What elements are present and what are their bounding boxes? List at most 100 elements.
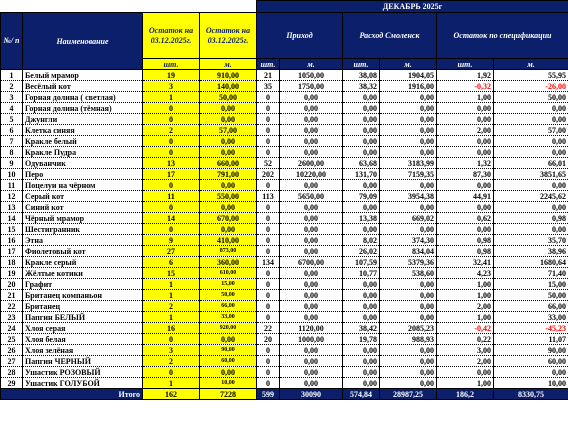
- row-number: 22: [0, 300, 23, 312]
- stock-m: 50,00: [199, 289, 257, 301]
- expense-pcs: 63,68: [342, 157, 380, 169]
- expense-m: 0,00: [379, 113, 437, 125]
- spec-pcs: 0,00: [436, 146, 494, 158]
- unit-pcs: шт.: [142, 58, 200, 70]
- item-name: Шестигранник: [22, 223, 143, 235]
- income-m: 0,00: [279, 135, 343, 147]
- spec-m: 50,00: [492, 91, 568, 103]
- expense-pcs: 0,00: [342, 289, 380, 301]
- stock-pcs: 0: [142, 201, 200, 213]
- stock-pcs: 0: [142, 146, 200, 158]
- expense-m: 0,00: [379, 102, 437, 114]
- expense-m: 0,00: [379, 179, 437, 191]
- stock-pcs: 2: [142, 300, 200, 312]
- table-row: 1 Белый мрамор 19 910,00 21 1050,00 38,08 1904,…: [0, 69, 568, 81]
- expense-pcs: 0,00: [342, 113, 380, 125]
- spec-pcs: 0,00: [436, 366, 494, 378]
- expense-pcs: 0,00: [342, 91, 380, 103]
- table-row: 12 Серый кот 11 550,00 113 5650,00 79,09 3954,3…: [0, 190, 568, 202]
- expense-pcs: 8,02: [342, 234, 380, 246]
- stock-pcs: 0: [142, 223, 200, 235]
- income-m: 2600,00: [279, 157, 343, 169]
- stock-pcs: 19: [142, 69, 200, 81]
- spec-pcs: 1,00: [436, 278, 494, 290]
- row-number: 1: [0, 69, 23, 81]
- income-m: 0,00: [279, 377, 343, 389]
- table-row: 24 Хлоя серая 16 920,00 22 1120,00 38,42 2085,2…: [0, 322, 568, 334]
- table-row: 25 Хлоя белая 0 0,00 20 1000,00 19,78 988,93 0,2…: [0, 333, 568, 345]
- stock-m: 0,00: [199, 333, 257, 345]
- expense-m: 7159,35: [379, 168, 437, 180]
- item-name: Перо: [22, 168, 143, 180]
- expense-m: 5379,36: [379, 256, 437, 268]
- income-pcs: 0: [256, 102, 280, 114]
- row-number: 11: [0, 179, 23, 191]
- expense-pcs: 0,00: [342, 102, 380, 114]
- expense-pcs: 38,42: [342, 322, 380, 334]
- spec-pcs: 32,41: [436, 256, 494, 268]
- table-row: 2 Весёлый кот 3 140,00 35 1750,00 38,32 1916,00…: [0, 80, 568, 92]
- table-row: 20 Графит 1 15,00 0 0,00 0,00 0,00 1,00 15,00: [0, 278, 568, 290]
- income-pcs: 0: [256, 366, 280, 378]
- row-number: 5: [0, 113, 23, 125]
- expense-m: 1904,05: [379, 69, 437, 81]
- expense-pcs: 0,00: [342, 377, 380, 389]
- table-row: 5 Джунгли 0 0,00 0 0,00 0,00 0,00 0,00 0,00: [0, 113, 568, 125]
- expense-pcs: 0,00: [342, 355, 380, 367]
- stock-m: 0,00: [199, 366, 257, 378]
- item-name: Синий кот: [22, 201, 143, 213]
- spec-pcs: 0,00: [436, 201, 494, 213]
- spec-m: 2245,62: [492, 190, 568, 202]
- row-number: 2: [0, 80, 23, 92]
- income-m: 0,00: [279, 300, 343, 312]
- stock-m: 33,00: [199, 311, 257, 323]
- spec-pcs: 0,00: [436, 223, 494, 235]
- unit-m: м.: [492, 58, 568, 70]
- income-pcs: 113: [256, 190, 280, 202]
- expense-pcs: 0,00: [342, 300, 380, 312]
- expense-m: 0,00: [379, 366, 437, 378]
- spec-m: 66,01: [492, 157, 568, 169]
- expense-m: 0,00: [379, 355, 437, 367]
- expense-pcs: 0,00: [342, 311, 380, 323]
- stock-pcs: 0: [142, 179, 200, 191]
- number-header: №/ п: [0, 12, 23, 70]
- item-name: Папгин БЕЛЫЙ: [22, 311, 143, 323]
- spec-m: 55,95: [492, 69, 568, 81]
- stock-m: 910,00: [199, 69, 257, 81]
- table-row: 6 Клетка синяя 2 57,00 0 0,00 0,00 0,00 2,00 57,0…: [0, 124, 568, 136]
- income-m: 0,00: [279, 201, 343, 213]
- expense-m: 2085,23: [379, 322, 437, 334]
- spec-m: 11,07: [492, 333, 568, 345]
- expense-m: 0,00: [379, 146, 437, 158]
- stock-m: 57,00: [199, 124, 257, 136]
- stock-pcs: 0: [142, 113, 200, 125]
- total-expense-m: 28987,25: [379, 388, 437, 400]
- stock-pcs: 1: [142, 278, 200, 290]
- spec-pcs: 1,92: [436, 69, 494, 81]
- row-number: 21: [0, 289, 23, 301]
- stock-m: 0,00: [199, 102, 257, 114]
- expense-m: 0,00: [379, 377, 437, 389]
- stock-m: 660,00: [199, 157, 257, 169]
- income-m: 0,00: [279, 289, 343, 301]
- row-number: 24: [0, 322, 23, 334]
- row-number: 23: [0, 311, 23, 323]
- row-number: 14: [0, 212, 23, 224]
- stock-m: 0,00: [199, 135, 257, 147]
- table-row: 23 Папгин БЕЛЫЙ 1 33,00 0 0,00 0,00 0,00 1,00 33,…: [0, 311, 568, 323]
- expense-m: 834,04: [379, 245, 437, 257]
- stock-m: 60,00: [199, 355, 257, 367]
- income-pcs: 0: [256, 113, 280, 125]
- item-name: Горная долина ( светлая): [22, 91, 143, 103]
- stock-m: 0,00: [199, 113, 257, 125]
- spec-pcs: 44,91: [436, 190, 494, 202]
- row-number: 13: [0, 201, 23, 213]
- row-number: 29: [0, 377, 23, 389]
- expense-pcs: 0,00: [342, 179, 380, 191]
- stock-pcs: 17: [142, 168, 200, 180]
- expense-pcs: 38,08: [342, 69, 380, 81]
- row-number: 17: [0, 245, 23, 257]
- total-stock-pcs: 162: [142, 388, 200, 400]
- stock-m: 0,00: [199, 201, 257, 213]
